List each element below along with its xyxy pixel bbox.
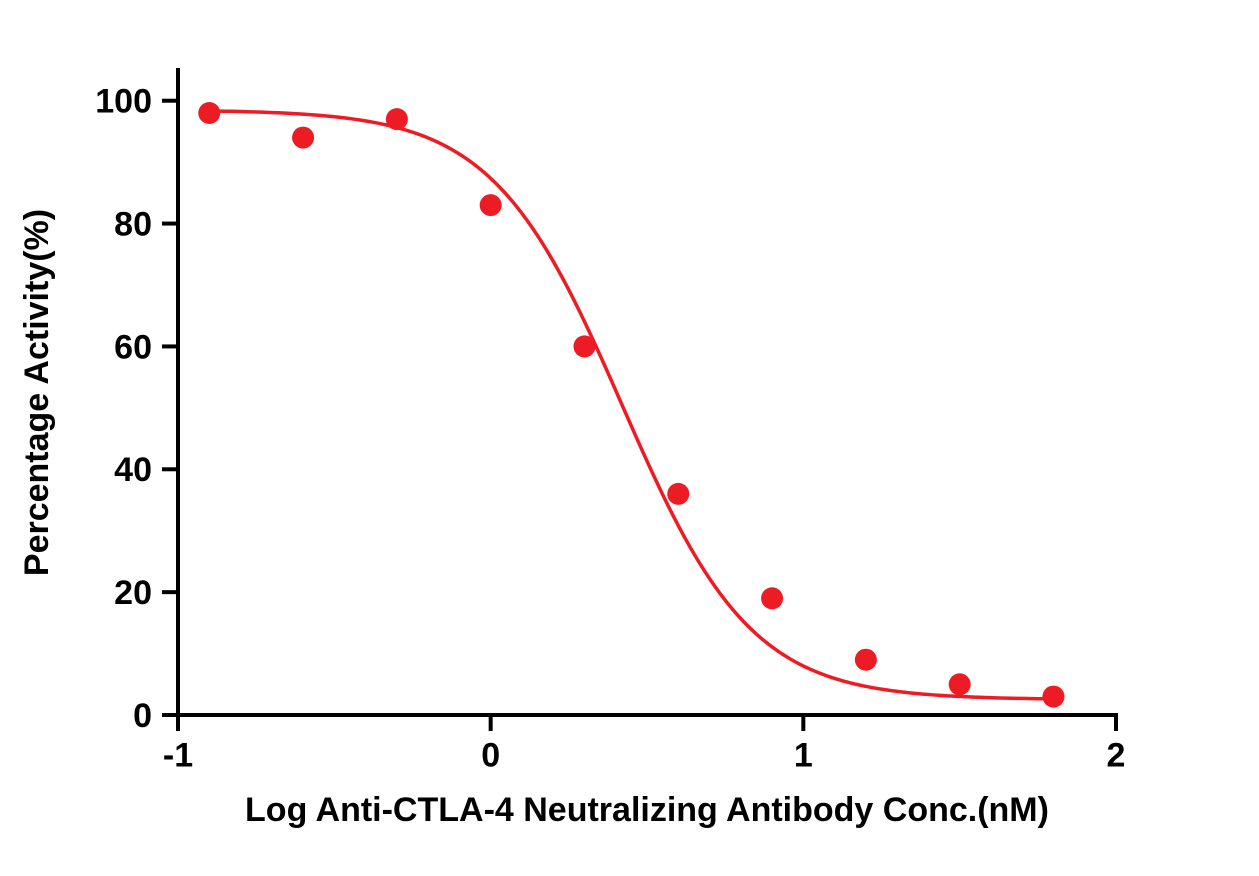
fit-curve: [209, 111, 1053, 699]
x-ticks: -1 0 1 2: [163, 715, 1126, 775]
data-point: [667, 483, 689, 505]
data-points: [198, 102, 1064, 708]
y-tick-label: 20: [114, 574, 152, 612]
x-axis-label: Log Anti-CTLA-4 Neutralizing Antibody Co…: [245, 791, 1049, 829]
y-tick-label: 60: [114, 328, 152, 366]
data-point: [573, 335, 595, 357]
data-point: [386, 108, 408, 130]
data-point: [1042, 686, 1064, 708]
y-tick-label: 0: [133, 697, 152, 735]
data-point: [480, 194, 502, 216]
dose-response-chart: -1 0 1 2 0 20 40 60 80 100 Percentage Activity(%…: [0, 0, 1259, 876]
x-tick-label: 1: [794, 737, 813, 775]
axes: [178, 70, 1116, 715]
chart-container: -1 0 1 2 0 20 40 60 80 100 Percentage Activity(%…: [0, 0, 1259, 876]
data-point: [761, 587, 783, 609]
y-tick-label: 100: [95, 83, 152, 121]
x-tick-label: 0: [481, 737, 500, 775]
data-point: [292, 127, 314, 149]
x-tick-label: 2: [1107, 737, 1126, 775]
y-axis-label: Percentage Activity(%): [18, 209, 56, 576]
y-tick-label: 80: [114, 205, 152, 243]
data-point: [855, 649, 877, 671]
data-point: [949, 673, 971, 695]
y-ticks: 0 20 40 60 80 100: [95, 83, 178, 735]
x-tick-label: -1: [163, 737, 193, 775]
y-tick-label: 40: [114, 451, 152, 489]
data-point: [198, 102, 220, 124]
